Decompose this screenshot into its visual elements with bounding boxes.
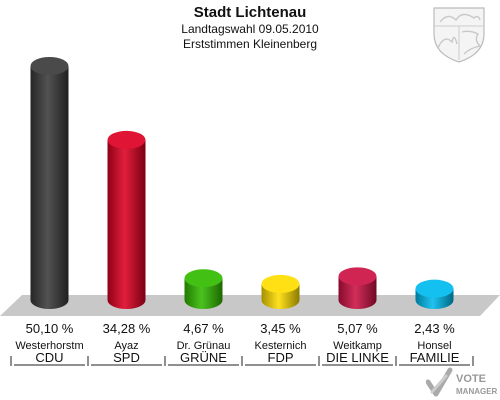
bar-fdp bbox=[261, 274, 300, 309]
party-label: DIE LINKE bbox=[326, 350, 389, 365]
value-label: 2,43 % bbox=[414, 321, 455, 336]
candidate-label: Westerhorstm bbox=[15, 340, 83, 352]
value-label: 34,28 % bbox=[103, 321, 151, 336]
bar-spd bbox=[107, 130, 146, 309]
party-label: CDU bbox=[35, 350, 63, 365]
bar-cdu bbox=[30, 57, 69, 309]
party-label: GRÜNE bbox=[180, 350, 227, 365]
bar-top bbox=[415, 279, 454, 298]
candidate-label: Honsel bbox=[417, 340, 451, 352]
value-label: 5,07 % bbox=[337, 321, 378, 336]
candidate-label: Ayaz bbox=[114, 340, 138, 352]
bar-top bbox=[261, 274, 300, 293]
bar-top bbox=[338, 267, 377, 286]
party-label: FDP bbox=[268, 350, 294, 365]
chart-title: Stadt Lichtenau bbox=[193, 4, 307, 21]
party-label: SPD bbox=[113, 350, 140, 365]
value-label: 50,10 % bbox=[26, 321, 74, 336]
bar-top bbox=[30, 57, 69, 75]
chart-subtitle: Landtagswahl 09.05.2010 bbox=[181, 22, 319, 36]
party-label: FAMILIE bbox=[410, 350, 460, 365]
coat-of-arms-icon bbox=[433, 7, 485, 63]
candidate-label: Kesternich bbox=[255, 340, 307, 352]
vote-manager-logo: VOTE MANAGER bbox=[426, 367, 498, 397]
watermark-line-2: MANAGER bbox=[456, 387, 498, 396]
candidate-label: Weitkamp bbox=[333, 340, 382, 352]
bar-gr-ne bbox=[184, 269, 223, 309]
bar-top bbox=[107, 130, 146, 149]
bar-body bbox=[107, 139, 146, 309]
bar-body bbox=[30, 66, 69, 309]
value-label: 4,67 % bbox=[183, 321, 224, 336]
bar-die-linke bbox=[338, 267, 377, 309]
value-label: 3,45 % bbox=[260, 321, 301, 336]
chart-subtitle-2: Erststimmen Kleinenberg bbox=[182, 37, 318, 51]
candidate-label: Dr. Grünau bbox=[177, 340, 231, 352]
bar-body bbox=[338, 276, 377, 309]
watermark-line-1: VOTE bbox=[456, 373, 486, 385]
bar-familie bbox=[415, 279, 454, 309]
checkmark-icon bbox=[426, 367, 453, 397]
bar-top bbox=[184, 269, 223, 288]
